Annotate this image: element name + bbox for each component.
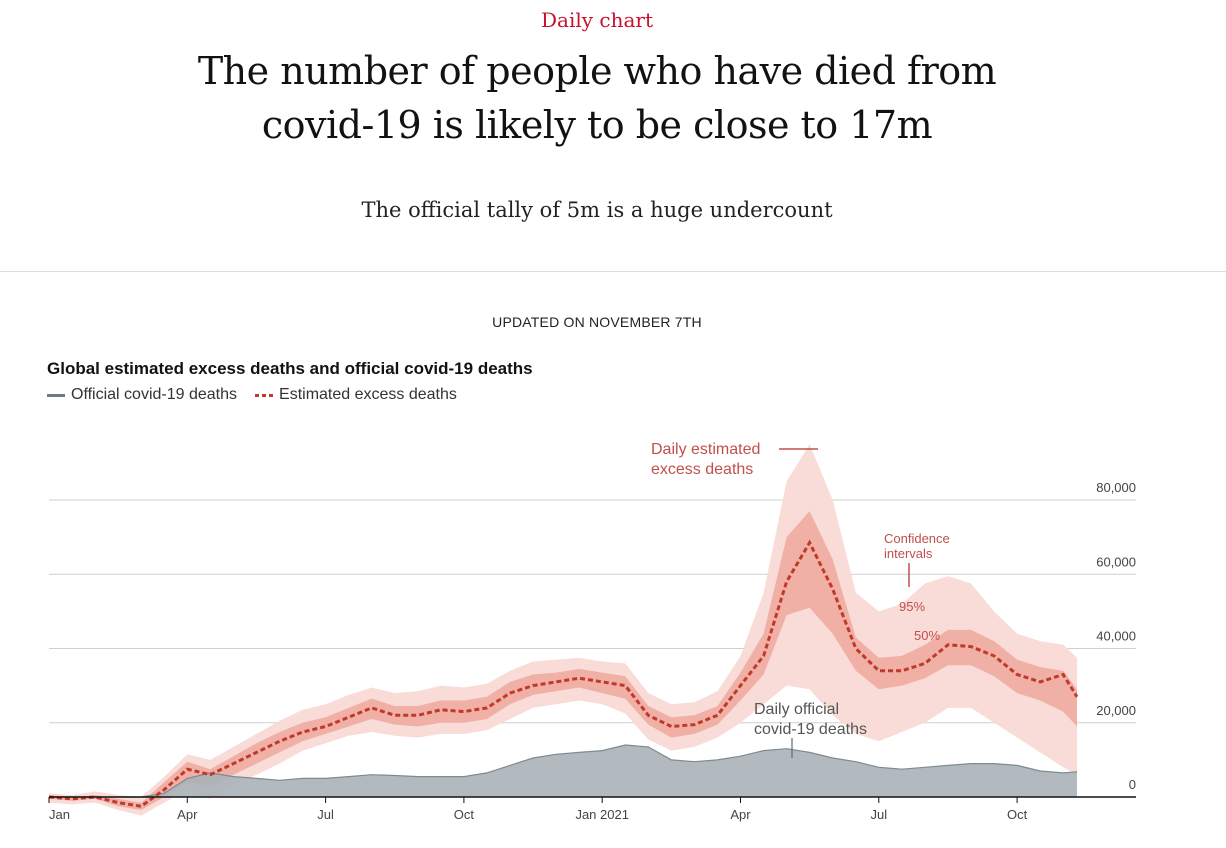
legend-label-official: Official covid-19 deaths (71, 386, 238, 403)
annotation-estimate-line2: excess deaths (651, 461, 753, 478)
subheadline: The official tally of 5m is a huge under… (361, 198, 833, 222)
annotation-official-line1: Daily official (754, 701, 839, 718)
x-tick-label: Oct (454, 807, 475, 822)
chart: Jan Apr Jul Oct Jan 2021 Apr Jul Oct 0 20,000 40,… (48, 441, 1136, 822)
divider (0, 271, 1226, 272)
y-tick-label: 80,000 (1096, 480, 1136, 495)
x-tick-label: Apr (177, 807, 198, 822)
y-tick-label: 0 (1129, 777, 1136, 792)
x-tick-label: Jan 2021 (575, 807, 629, 822)
y-tick-label: 40,000 (1096, 629, 1136, 644)
official-deaths-area (49, 745, 1077, 797)
kicker: Daily chart (540, 8, 653, 32)
y-tick-label: 20,000 (1096, 703, 1136, 718)
annotation-ci50: 50% (914, 628, 940, 643)
legend: Official covid-19 deaths Estimated exces… (47, 386, 457, 404)
legend-item-official: Official covid-19 deaths (47, 386, 237, 404)
official-deaths-line (49, 744, 1078, 798)
headline-line-1: The number of people who have died from (197, 49, 997, 93)
legend-swatch-dotted-icon (255, 393, 274, 397)
y-tick-label: 60,000 (1096, 554, 1136, 569)
x-tick-label: Jul (870, 807, 887, 822)
x-tick-label: Oct (1007, 807, 1028, 822)
estimated-excess-deaths-line (48, 539, 1079, 808)
legend-item-estimate: Estimated excess deaths (255, 386, 457, 404)
x-axis-ticks: Jan Apr Jul Oct Jan 2021 Apr Jul Oct (48, 797, 1028, 822)
headline-line-2: covid-19 is likely to be close to 17m (261, 103, 933, 147)
chart-title: Global estimated excess deaths and offic… (47, 359, 533, 378)
legend-label-estimate: Estimated excess deaths (279, 386, 457, 403)
ci50-band (49, 511, 1077, 810)
annotation-official-line2: covid-19 deaths (754, 721, 867, 738)
x-tick-label: Jul (317, 807, 334, 822)
annotation-ci-line2: intervals (884, 546, 933, 561)
x-tick-label: Jan (49, 807, 70, 822)
annotation-ci-line1: Confidence (884, 531, 950, 546)
annotation-estimate-line1: Daily estimated (651, 441, 760, 458)
x-tick-label: Apr (730, 807, 751, 822)
legend-swatch-solid-icon (47, 393, 65, 397)
updated-label: UPDATED ON NOVEMBER 7TH (492, 314, 702, 330)
y-axis-labels: 0 20,000 40,000 60,000 80,000 (1096, 480, 1136, 792)
headline: The number of people who have died from … (0, 44, 1194, 152)
annotation-ci95: 95% (899, 599, 925, 614)
